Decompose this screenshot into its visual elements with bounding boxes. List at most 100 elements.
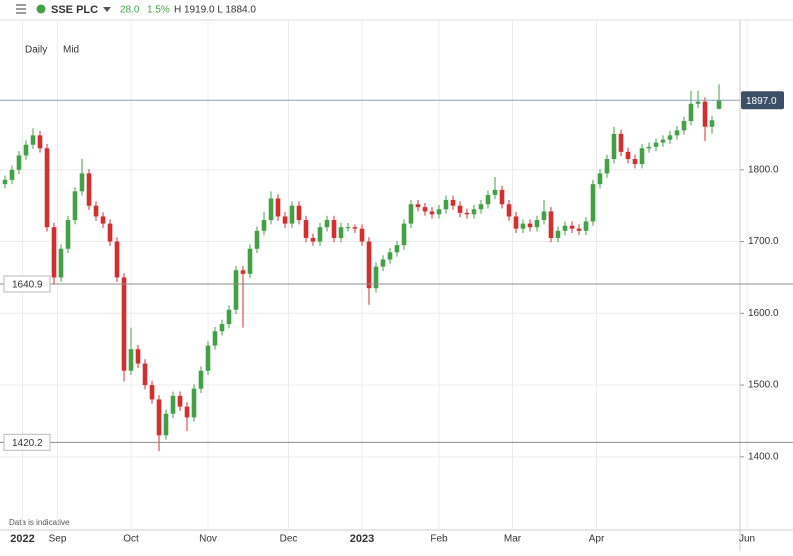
candle-body: [625, 151, 631, 160]
candle-body: [583, 221, 589, 231]
candle-body: [492, 189, 498, 195]
menu-icon[interactable]: [16, 4, 26, 14]
price-line-label-box: [3, 433, 51, 451]
candle-body: [485, 194, 491, 205]
candle-body: [695, 101, 701, 104]
candle-body: [401, 223, 407, 246]
y-tick-label: 1800.0: [748, 164, 779, 175]
candle-body: [415, 204, 421, 208]
candle-body: [555, 230, 561, 238]
candle-body: [226, 309, 232, 325]
candle-body: [219, 324, 225, 332]
candle-body: [709, 120, 715, 127]
candle-body: [37, 135, 43, 149]
x-tick-label: 2022: [10, 533, 34, 545]
candle-body: [702, 101, 708, 127]
candle-body: [65, 220, 71, 249]
candle-body: [240, 270, 246, 274]
candle-body: [604, 159, 610, 174]
candle-body: [562, 225, 568, 231]
candle-body: [331, 220, 337, 238]
x-tick-label: 2023: [350, 533, 374, 545]
candle-body: [58, 248, 64, 278]
candle-body: [373, 266, 379, 289]
candle-body: [149, 385, 155, 400]
y-tick-label: 1700.0: [748, 236, 779, 247]
candle-body: [464, 212, 470, 215]
current-price-box: [741, 91, 784, 110]
candle-body: [156, 399, 162, 436]
candle-body: [646, 146, 652, 149]
candle-body: [93, 205, 99, 217]
candle-body: [289, 205, 295, 224]
candle-body: [128, 349, 134, 371]
candle-body: [380, 259, 386, 267]
candle-body: [506, 204, 512, 217]
high-low: H 1919.0 L 1884.0: [174, 5, 256, 16]
candle-body: [618, 133, 624, 152]
candle-body: [352, 227, 358, 229]
candle-body: [9, 169, 15, 180]
x-tick-label: Mar: [504, 534, 522, 545]
candle-body: [51, 227, 57, 278]
x-tick-label: Apr: [589, 534, 605, 545]
candle-body: [79, 173, 85, 192]
x-tick-label: Oct: [123, 534, 139, 545]
candle-body: [303, 220, 309, 238]
candle-body: [16, 155, 22, 170]
y-tick-label: 1400.0: [748, 451, 779, 462]
candle-body: [86, 173, 92, 206]
candle-body: [100, 216, 106, 224]
candle-body: [541, 211, 547, 221]
x-tick-label: Sep: [49, 534, 67, 545]
candle-body: [429, 211, 435, 215]
candle-body: [457, 205, 463, 213]
candle-body: [576, 228, 582, 231]
candle-body: [324, 220, 330, 228]
candle-body: [296, 205, 302, 221]
candle-body: [261, 220, 267, 231]
candle-body: [520, 223, 526, 229]
candle-body: [597, 173, 603, 185]
candle-body: [443, 199, 449, 210]
candle-body: [688, 103, 694, 122]
x-tick-label: Nov: [199, 534, 217, 545]
price-line-label: 1420.2: [12, 438, 43, 449]
candle-body: [408, 204, 414, 224]
symbol[interactable]: SSE PLC: [51, 4, 98, 16]
candle-body: [387, 252, 393, 260]
candle-body: [268, 198, 274, 221]
change-pct: 1.5%: [147, 5, 170, 16]
candle-body: [681, 121, 687, 131]
candle-body: [107, 223, 113, 242]
candle-body: [184, 406, 190, 418]
candle-body: [23, 144, 29, 156]
candle-body: [674, 130, 680, 136]
candle-body: [205, 345, 211, 371]
candle-body: [716, 100, 722, 109]
candle-body: [247, 248, 253, 274]
candle-body: [611, 133, 617, 160]
candle-body: [359, 228, 365, 242]
candle-body: [667, 135, 673, 140]
candle-body: [163, 413, 169, 436]
note: Data is indicative: [9, 518, 70, 527]
candle-body: [275, 198, 281, 217]
candle-body: [422, 207, 428, 212]
candle-body: [135, 349, 141, 364]
price-mode[interactable]: Mid: [63, 45, 79, 56]
y-tick-label: 1500.0: [748, 380, 779, 391]
candle-body: [527, 223, 533, 228]
candle-body: [534, 220, 540, 228]
candle-body: [191, 388, 197, 418]
candle-body: [513, 216, 519, 229]
candle-body: [317, 227, 323, 242]
current-price-label: 1897.0: [746, 96, 777, 107]
dropdown-arrow[interactable]: [103, 7, 111, 12]
candle-body: [177, 395, 183, 407]
x-tick-label: Jun: [739, 534, 755, 545]
status-dot: [36, 4, 46, 14]
interval[interactable]: Daily: [25, 45, 47, 56]
candle-body: [212, 331, 218, 346]
